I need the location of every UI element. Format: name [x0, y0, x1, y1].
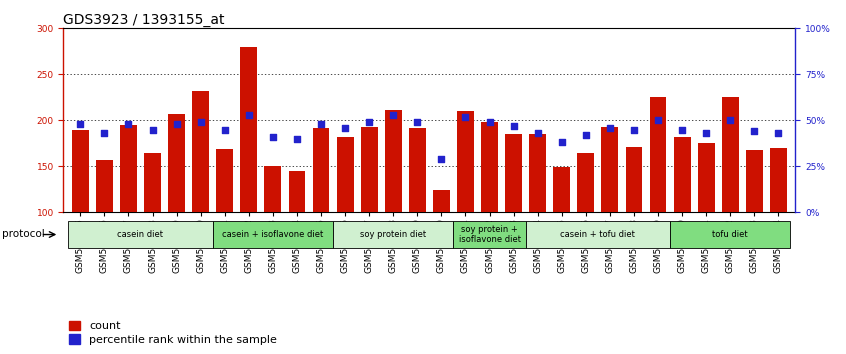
Bar	[577, 154, 594, 212]
Point	[603, 125, 617, 131]
Bar	[746, 150, 763, 212]
Point	[122, 121, 135, 127]
Point	[410, 119, 424, 125]
Bar	[168, 114, 185, 212]
Text: casein + tofu diet: casein + tofu diet	[560, 230, 635, 239]
Bar	[625, 147, 642, 212]
Point	[97, 130, 111, 136]
Bar	[312, 128, 329, 212]
Text: GDS3923 / 1393155_at: GDS3923 / 1393155_at	[63, 13, 225, 27]
Bar	[240, 47, 257, 212]
Bar	[673, 137, 690, 212]
Point	[218, 127, 232, 132]
Bar	[192, 91, 209, 212]
Point	[170, 121, 184, 127]
Bar	[481, 122, 498, 212]
Text: casein + isoflavone diet: casein + isoflavone diet	[222, 230, 323, 239]
Point	[748, 129, 761, 134]
Bar	[288, 171, 305, 212]
Point	[314, 121, 327, 127]
Bar	[337, 137, 354, 212]
FancyBboxPatch shape	[212, 221, 333, 248]
Bar	[385, 110, 402, 212]
Point	[74, 121, 87, 127]
FancyBboxPatch shape	[525, 221, 670, 248]
Bar	[553, 167, 570, 212]
Point	[531, 130, 545, 136]
Point	[627, 127, 640, 132]
Text: soy protein +
isoflavone diet: soy protein + isoflavone diet	[459, 225, 520, 244]
Point	[362, 119, 376, 125]
Point	[675, 127, 689, 132]
Point	[700, 130, 713, 136]
Bar	[409, 128, 426, 212]
Point	[146, 127, 159, 132]
Point	[772, 130, 785, 136]
Bar	[360, 127, 377, 212]
Bar	[602, 127, 618, 212]
Bar	[650, 97, 667, 212]
Bar	[217, 149, 233, 212]
Point	[194, 119, 207, 125]
Bar	[770, 148, 787, 212]
FancyBboxPatch shape	[69, 221, 212, 248]
Point	[387, 112, 400, 118]
Point	[242, 112, 255, 118]
Point	[651, 118, 665, 123]
Point	[579, 132, 592, 138]
FancyBboxPatch shape	[333, 221, 453, 248]
Bar	[433, 190, 450, 212]
Bar	[144, 153, 161, 212]
Point	[723, 118, 737, 123]
Point	[435, 156, 448, 162]
Text: casein diet: casein diet	[118, 230, 163, 239]
Point	[338, 125, 352, 131]
Bar	[722, 97, 739, 212]
Bar	[698, 143, 715, 212]
FancyBboxPatch shape	[670, 221, 790, 248]
Point	[266, 134, 280, 140]
Point	[555, 139, 569, 145]
FancyBboxPatch shape	[453, 221, 525, 248]
Point	[483, 119, 497, 125]
Bar	[505, 134, 522, 212]
Legend: count, percentile rank within the sample: count, percentile rank within the sample	[69, 321, 277, 345]
Bar	[72, 130, 89, 212]
Bar	[265, 166, 282, 212]
Bar	[96, 160, 113, 212]
Bar	[530, 134, 547, 212]
Point	[459, 114, 472, 120]
Point	[507, 123, 520, 129]
Point	[290, 136, 304, 142]
Text: protocol: protocol	[2, 229, 45, 239]
Text: tofu diet: tofu diet	[712, 230, 748, 239]
Bar	[457, 111, 474, 212]
Bar	[120, 125, 137, 212]
Text: soy protein diet: soy protein diet	[360, 230, 426, 239]
